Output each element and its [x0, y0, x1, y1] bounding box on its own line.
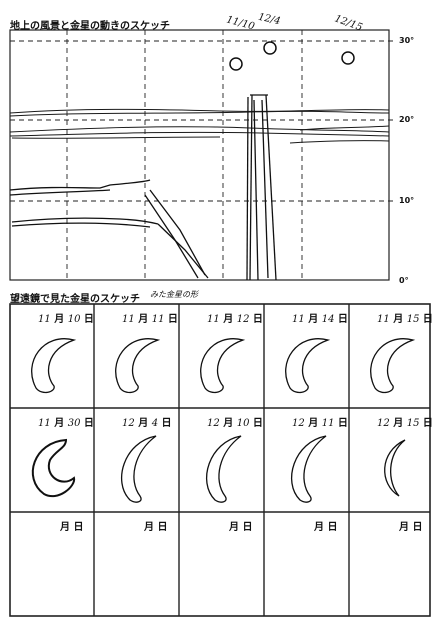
cell-day: 30 [67, 418, 81, 429]
cell-day: 10 [67, 314, 81, 325]
cell-date-14: 月 日 [314, 518, 337, 533]
cell-date-15: 月 日 [399, 518, 422, 533]
cell-date-3: 11 月 12 日 [207, 310, 263, 325]
month-unit: 月 [50, 314, 68, 325]
day-unit: 日 [157, 522, 168, 533]
month-unit: 月 [144, 522, 158, 533]
cell-month: 11 [38, 314, 51, 325]
month-unit: 月 [389, 314, 407, 325]
cell-day: 15 [406, 418, 420, 429]
venus-phase-sketch-7 [120, 435, 157, 503]
cell-day: 10 [236, 418, 250, 429]
angle-label-0: 0° [399, 276, 409, 285]
venus-1110-icon [229, 57, 243, 71]
day-unit: 日 [80, 314, 94, 325]
month-unit: 月 [134, 314, 152, 325]
cell-date-4: 11 月 14 日 [292, 310, 348, 325]
month-unit: 月 [229, 522, 243, 533]
cell-date-2: 11 月 11 日 [122, 310, 178, 325]
cell-day: 4 [151, 418, 159, 429]
venus-phase-sketch-5 [370, 338, 416, 394]
day-unit: 日 [164, 314, 178, 325]
day-unit: 日 [158, 418, 172, 429]
day-unit: 日 [73, 522, 84, 533]
cell-date-12: 月 日 [144, 518, 167, 533]
venus-124-icon [263, 41, 277, 55]
tower-sketch [246, 94, 277, 281]
day-unit: 日 [419, 418, 433, 429]
cell-day: 15 [406, 314, 420, 325]
day-unit: 日 [327, 522, 338, 533]
landscape-vertical-grid [66, 30, 303, 280]
cell-month: 11 [207, 314, 220, 325]
cell-date-11: 月 日 [60, 518, 83, 533]
cell-date-10: 12 月 15 日 [377, 414, 433, 429]
cell-month: 11 [377, 314, 390, 325]
cell-date-9: 12 月 11 日 [292, 414, 348, 429]
venus-positions [229, 41, 355, 71]
telescope-title: 望遠鏡で見た金星のスケッチ [10, 294, 140, 305]
month-unit: 月 [219, 314, 237, 325]
cell-month: 11 [122, 314, 135, 325]
month-unit: 月 [314, 522, 328, 533]
hill-sketch [9, 179, 209, 279]
venus-phase-sketches [31, 338, 416, 503]
day-unit: 日 [249, 418, 263, 429]
month-unit: 月 [60, 522, 74, 533]
venus-phase-sketch-10 [384, 439, 406, 497]
cell-day: 11 [151, 314, 165, 325]
cell-day: 14 [321, 314, 335, 325]
month-unit: 月 [304, 418, 322, 429]
cell-date-1: 11 月 10 日 [38, 310, 94, 325]
month-unit: 月 [50, 418, 68, 429]
cell-day: 12 [236, 314, 250, 325]
telescope-grid-lines [10, 304, 430, 616]
cell-month: 12 [292, 418, 305, 429]
venus-phase-sketch-1 [31, 338, 77, 394]
cell-month: 11 [38, 418, 51, 429]
angle-label-30: 30° [399, 36, 415, 45]
landscape-title: 地上の風景と金星の動きのスケッチ [10, 21, 170, 32]
venus-phase-sketch-9 [290, 435, 327, 503]
angle-label-10: 10° [399, 196, 415, 205]
venus-phase-sketch-2 [115, 338, 161, 394]
landscape-frame [9, 29, 390, 281]
day-unit: 日 [419, 314, 433, 325]
angle-label-20: 20° [399, 115, 415, 124]
month-unit: 月 [399, 522, 413, 533]
day-unit: 日 [80, 418, 94, 429]
day-unit: 日 [334, 418, 348, 429]
telescope-note: みた金星の形 [150, 290, 198, 299]
cell-date-13: 月 日 [229, 518, 252, 533]
cell-date-6: 11 月 30 日 [38, 414, 94, 429]
venus-1215-icon [341, 51, 355, 65]
cell-month: 11 [292, 314, 305, 325]
horizon-sketch [9, 108, 390, 144]
cell-date-5: 11 月 15 日 [377, 310, 433, 325]
month-unit: 月 [219, 418, 237, 429]
day-unit: 日 [242, 522, 253, 533]
month-unit: 月 [389, 418, 407, 429]
cell-month: 12 [377, 418, 390, 429]
day-unit: 日 [249, 314, 263, 325]
cell-month: 12 [122, 418, 135, 429]
cell-month: 12 [207, 418, 220, 429]
cell-day: 11 [321, 418, 335, 429]
altitude-gridlines [10, 40, 395, 202]
month-unit: 月 [134, 418, 152, 429]
venus-phase-sketch-3 [200, 338, 246, 394]
venus-phase-sketch-4 [285, 338, 331, 394]
cell-date-8: 12 月 10 日 [207, 414, 263, 429]
day-unit: 日 [334, 314, 348, 325]
cell-date-7: 12 月 4 日 [122, 414, 172, 429]
venus-phase-sketch-6 [32, 438, 76, 497]
day-unit: 日 [412, 522, 423, 533]
venus-phase-sketch-8 [205, 435, 242, 503]
telescope-frame [9, 303, 431, 617]
month-unit: 月 [304, 314, 322, 325]
